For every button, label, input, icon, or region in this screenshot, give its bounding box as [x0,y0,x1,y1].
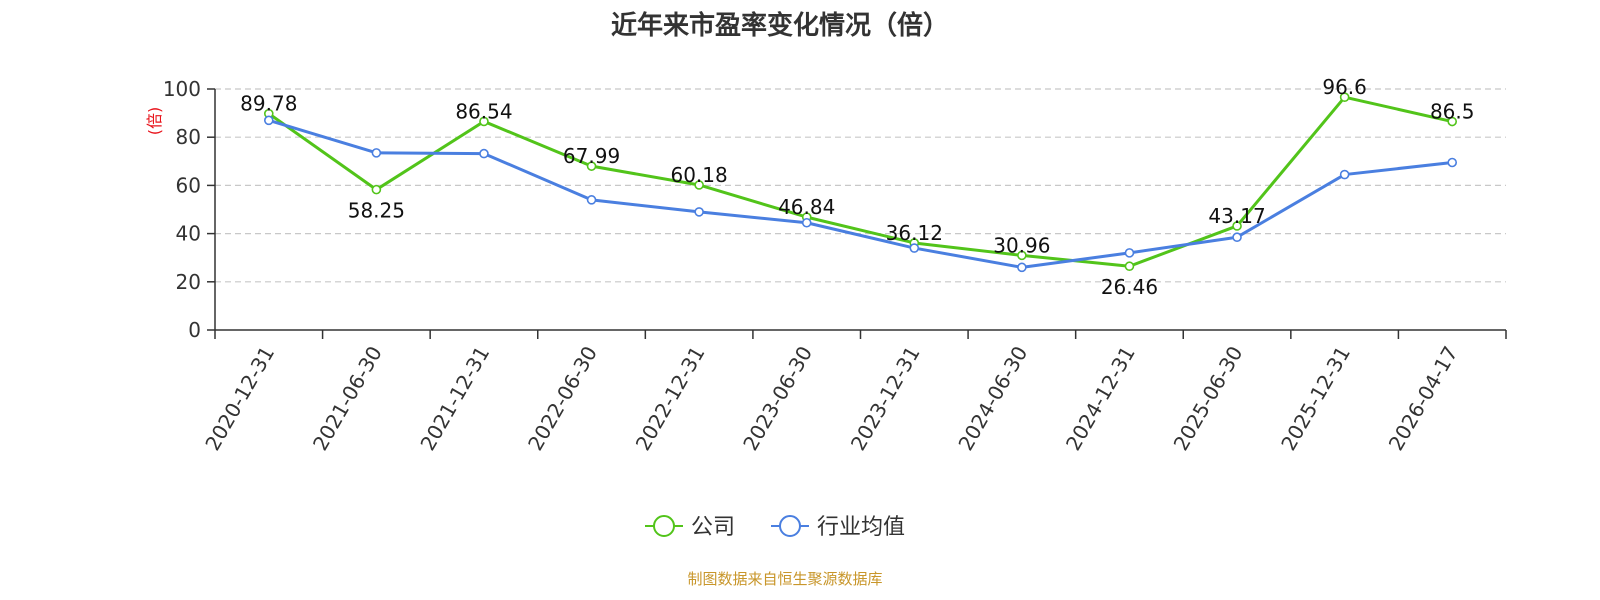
y-tick-label: 100 [163,77,201,101]
data-point[interactable] [586,195,597,205]
y-tick-label: 80 [176,125,201,149]
data-label: 86.54 [455,99,512,123]
data-labels: 89.78 58.25 86.54 67.99 60.18 46.84 36.12 30.96… [240,75,1474,299]
y-axis-label: (倍) [145,107,164,136]
series-line-1 [267,95,1453,268]
x-tick-label: 2021-06-30 [308,342,387,455]
x-tick-label: 2025-12-31 [1276,342,1355,455]
grid-lines [215,88,1506,283]
data-point[interactable] [371,184,382,195]
legend-item-2[interactable]: 行业均值 [771,515,905,540]
data-point[interactable] [1447,157,1458,168]
data-label: 60.18 [670,163,727,187]
data-label: 58.25 [348,199,405,223]
legend-marker-icon [653,515,675,537]
data-point[interactable] [263,115,274,126]
chart-title: 近年来市盈率变化情况（倍） [611,10,949,41]
data-point[interactable] [586,161,597,171]
x-tick-label: 2025-06-30 [1169,342,1248,455]
data-point[interactable] [801,217,812,228]
data-point[interactable] [479,148,489,159]
data-label: 26.46 [1101,275,1158,299]
data-point[interactable] [1017,262,1027,273]
x-tick-label: 2023-12-31 [846,342,925,455]
series-group [263,92,1458,273]
data-label: 86.5 [1430,100,1475,124]
legend[interactable]: 公司 行业均值 [645,515,905,540]
x-tick-label: 2021-12-31 [415,342,494,455]
data-label: 30.96 [993,233,1050,257]
legend-label: 行业均值 [817,515,905,540]
data-point[interactable] [694,207,704,217]
axes: 0 20 40 60 80 100 2020-12-31 2021-06-30 2021-12-… [163,77,1507,455]
x-tick-label: 2020-12-31 [200,342,279,455]
legend-label: 公司 [691,515,735,540]
data-label: 46.84 [778,195,835,219]
data-point[interactable] [1017,250,1027,261]
x-tick-label: 2024-06-30 [953,342,1032,455]
data-label: 43.17 [1208,204,1265,228]
x-tick-label: 2024-12-31 [1061,342,1140,455]
data-point[interactable] [909,243,920,253]
data-point[interactable] [479,116,489,127]
legend-item-1[interactable]: 公司 [645,515,735,540]
legend-marker-icon [779,515,801,537]
x-tick-label: 2022-06-30 [523,342,602,455]
data-point[interactable] [1339,92,1350,102]
y-tick-label: 20 [176,270,201,294]
x-tick-label: 2026-04-17 [1384,342,1463,455]
series-line-2 [268,118,1453,269]
data-label: 89.78 [240,92,297,116]
x-tick-label: 2022-12-31 [631,342,710,455]
y-tick-label: 0 [188,318,201,342]
data-point[interactable] [1447,116,1458,127]
data-point[interactable] [1124,248,1135,258]
y-tick-label: 40 [176,222,201,246]
data-point[interactable] [1232,221,1242,231]
data-label: 36.12 [886,221,943,245]
data-point[interactable] [694,180,704,190]
data-point[interactable] [1124,261,1135,272]
source-note: 制图数据来自恒生聚源数据库 [687,570,882,588]
y-tick-label: 60 [176,173,201,197]
data-point[interactable] [1232,232,1242,243]
x-tick-label: 2023-06-30 [738,342,817,455]
data-point[interactable] [371,148,382,158]
data-label: 67.99 [563,144,620,168]
data-label: 96.6 [1322,75,1367,99]
data-point[interactable] [1339,169,1350,180]
